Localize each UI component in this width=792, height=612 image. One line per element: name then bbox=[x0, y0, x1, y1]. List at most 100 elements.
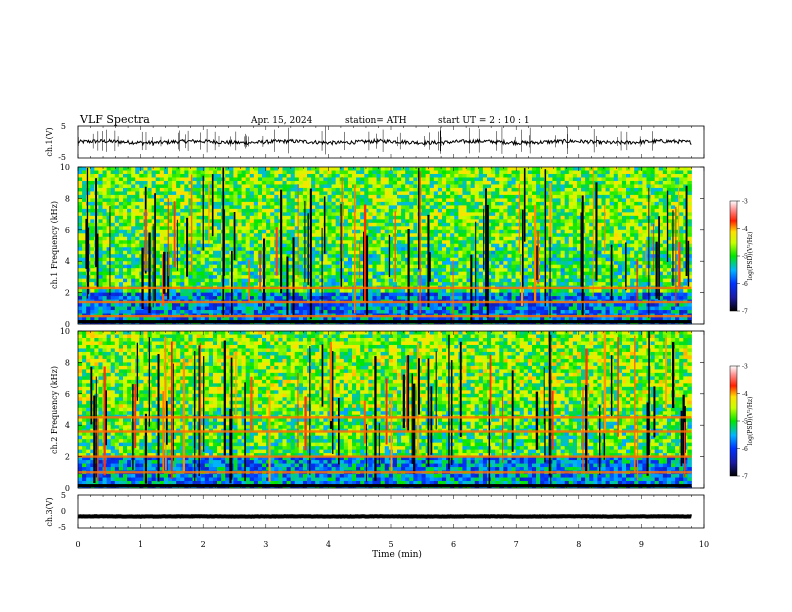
psd-cell bbox=[131, 292, 136, 297]
psd-cell bbox=[446, 170, 451, 175]
psd-cell bbox=[106, 170, 112, 175]
psd-cell bbox=[491, 167, 496, 171]
psd-cell bbox=[217, 282, 222, 287]
psd-cell bbox=[327, 180, 332, 185]
psd-cell bbox=[225, 205, 230, 210]
psd-cell bbox=[82, 278, 87, 283]
psd-cell bbox=[454, 208, 459, 213]
psd-cell bbox=[110, 215, 116, 220]
psd-cell bbox=[323, 275, 328, 280]
psd-cell bbox=[118, 191, 124, 196]
psd-cell bbox=[511, 198, 517, 203]
psd-cell bbox=[225, 310, 230, 314]
psd-cell bbox=[433, 184, 439, 189]
psd-cell bbox=[290, 167, 296, 171]
psd-cell bbox=[159, 247, 165, 252]
psd-cell bbox=[172, 310, 177, 314]
psd-cell bbox=[413, 261, 418, 266]
psd-cell bbox=[114, 271, 120, 276]
psd-cell bbox=[405, 177, 410, 182]
psd-cell bbox=[253, 187, 259, 192]
psd-cell bbox=[135, 264, 140, 269]
psd-cell bbox=[491, 233, 496, 238]
psd-cell bbox=[180, 205, 185, 210]
psd-cell bbox=[188, 229, 193, 234]
psd-cell bbox=[356, 215, 361, 220]
psd-cell bbox=[274, 317, 279, 321]
psd-cell bbox=[335, 219, 341, 224]
psd-cell bbox=[110, 236, 116, 241]
psd-cell bbox=[114, 177, 120, 182]
psd-cell bbox=[90, 264, 95, 269]
psd-cell bbox=[163, 240, 169, 245]
psd-cell bbox=[82, 222, 87, 227]
psd-cell bbox=[376, 275, 382, 280]
psd-cell bbox=[343, 250, 349, 255]
psd-cell bbox=[110, 243, 116, 248]
psd-cell bbox=[237, 236, 242, 241]
psd-cell bbox=[343, 306, 349, 311]
psd-cell bbox=[294, 292, 300, 297]
psd-cell bbox=[360, 212, 365, 217]
psd-cell bbox=[167, 212, 173, 217]
psd-cell bbox=[311, 254, 316, 259]
psd-cell bbox=[519, 191, 525, 196]
psd-cell bbox=[323, 170, 328, 175]
psd-cell bbox=[368, 184, 373, 189]
psd-cell bbox=[307, 250, 312, 255]
psd-cell bbox=[360, 229, 365, 234]
psd-cell bbox=[176, 198, 181, 203]
psd-cell bbox=[90, 194, 95, 199]
psd-cell bbox=[519, 170, 525, 175]
psd-cell bbox=[102, 310, 108, 314]
psd-cell bbox=[356, 289, 361, 293]
psd-cell bbox=[319, 289, 324, 293]
psd-cell bbox=[413, 229, 418, 234]
psd-cell bbox=[442, 306, 447, 311]
psd-cell bbox=[225, 306, 230, 311]
psd-cell bbox=[495, 264, 500, 269]
psd-cell bbox=[478, 184, 484, 189]
psd-cell bbox=[380, 310, 386, 314]
psd-cell bbox=[163, 278, 169, 283]
psd-cell bbox=[491, 201, 496, 206]
psd-cell bbox=[212, 229, 218, 234]
psd-cell bbox=[331, 240, 337, 245]
psd-cell bbox=[86, 296, 91, 300]
psd-cell bbox=[180, 240, 185, 245]
psd-cell bbox=[212, 205, 218, 210]
psd-cell bbox=[294, 261, 300, 266]
psd-cell bbox=[155, 226, 161, 231]
psd-cell bbox=[241, 187, 247, 192]
psd-cell bbox=[225, 177, 230, 182]
psd-cell bbox=[180, 257, 185, 262]
psd-cell bbox=[298, 261, 304, 266]
psd-cell bbox=[388, 187, 394, 192]
psd-cell bbox=[458, 254, 463, 259]
psd-cell bbox=[298, 226, 304, 231]
psd-cell bbox=[127, 191, 132, 196]
psd-cell bbox=[437, 264, 443, 269]
psd-cell bbox=[458, 261, 463, 266]
psd-cell bbox=[409, 250, 414, 255]
psd-cell bbox=[147, 208, 153, 213]
psd-cell bbox=[437, 247, 443, 252]
psd-cell bbox=[327, 177, 332, 182]
psd-cell bbox=[437, 257, 443, 262]
psd-cell bbox=[413, 250, 418, 255]
psd-cell bbox=[446, 261, 451, 266]
psd-cell bbox=[364, 180, 369, 185]
psd-cell bbox=[122, 177, 128, 182]
psd-cell bbox=[474, 264, 480, 269]
psd-cell bbox=[343, 226, 349, 231]
psd-cell bbox=[384, 268, 390, 273]
psd-cell bbox=[421, 226, 427, 231]
psd-cell bbox=[376, 310, 382, 314]
psd-cell bbox=[274, 215, 279, 220]
psd-cell bbox=[98, 184, 103, 189]
psd-cell bbox=[343, 275, 349, 280]
psd-cell bbox=[478, 296, 484, 300]
psd-cell bbox=[474, 243, 480, 248]
psd-cell bbox=[208, 198, 214, 203]
psd-cell bbox=[249, 303, 255, 307]
